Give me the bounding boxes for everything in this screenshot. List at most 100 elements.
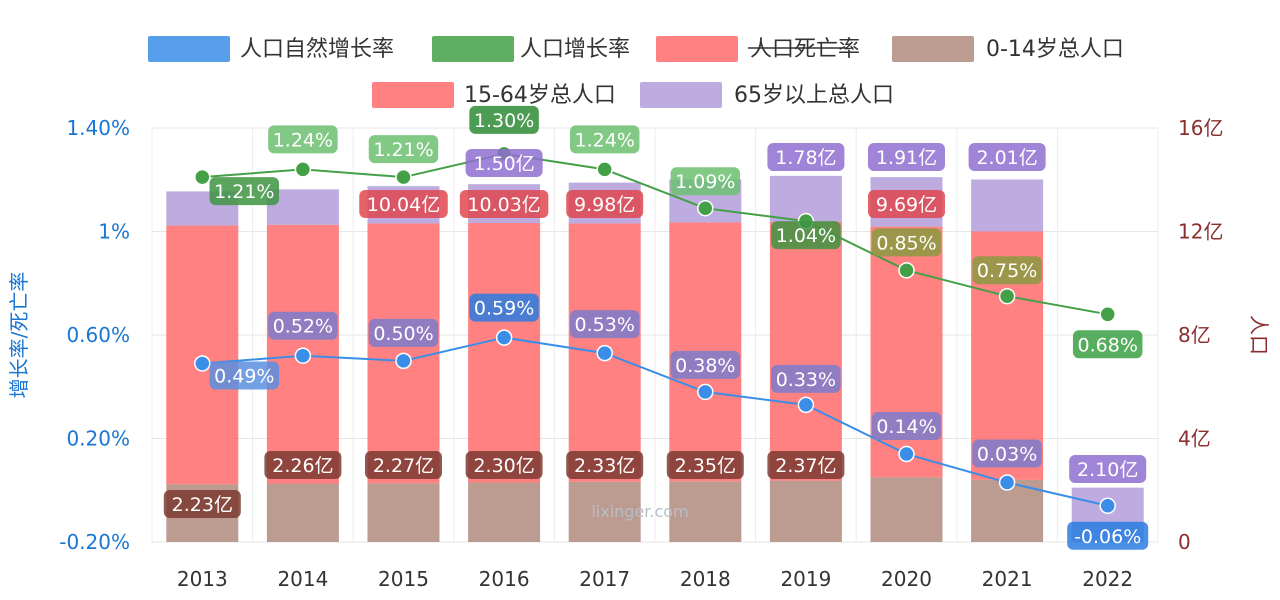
y-left-tick-label: -0.20% [59,530,130,554]
bar-data-label-box [566,451,644,479]
bar-data-label: 2.30亿 [473,455,534,477]
bar-data-label-box [465,451,543,479]
legend-label: 人口自然增长率 [240,37,394,62]
bar-segment [971,179,1044,232]
legend-swatch [656,36,738,62]
line-data-label: 0.33% [776,369,836,391]
series-point [697,383,714,401]
bar-data-label-box [968,143,1046,171]
series-point [1099,306,1116,323]
line-data-label-box [670,167,741,196]
y-right-axis-title: 人口 [1247,315,1271,355]
series-line [202,336,1108,507]
bar-data-label-box [359,190,448,218]
bar-segment [669,481,742,542]
line-data-label-box [871,228,942,257]
line-data-label-box [368,135,439,164]
legend-swatch [892,36,974,62]
y-right-tick-label: 0 [1178,530,1191,554]
line-data-label-box [569,310,640,339]
bar-data-label-box [1069,455,1147,483]
series-point [194,168,211,186]
line-data-label-box [569,125,640,154]
line-data-label: 1.24% [575,129,635,151]
bar-segment [266,483,339,542]
legend-label: 0-14岁总人口 [986,37,1124,62]
bar-segment [166,225,239,485]
line-data-label: 0.68% [1078,334,1138,356]
line-data-label-box [871,412,942,441]
line-data-label-box [1072,330,1143,359]
bar-data-label: 2.37亿 [775,455,836,477]
line-data-label-box [972,439,1042,468]
line-data-label: 0.38% [675,355,735,377]
bar-data-label-box [264,451,342,479]
series-point [596,344,613,362]
x-tick-label: 2021 [982,567,1033,591]
bar-segment [468,482,541,542]
line-data-label: 1.30% [474,110,534,132]
bar-data-label-box [868,190,945,218]
series-point [495,329,513,346]
series-point [596,161,613,178]
bar-data-label: 9.98亿 [574,194,635,216]
y-left-tick-label: 1.40% [66,116,130,140]
bar-data-label: 2.27亿 [373,455,434,477]
line-data-label: 1.09% [675,171,735,193]
bar-data-label: 10.03亿 [467,194,540,216]
series-point [797,396,815,414]
line-data-label-box [268,125,338,154]
y-right-tick-label: 12亿 [1178,220,1223,244]
legend-label: 65岁以上总人口 [734,83,894,108]
series-point [294,347,312,364]
legend[interactable]: 人口自然增长率 人口增长率 人口死亡率 0-14岁总人口 15-64岁总人口 65岁以上总… [148,36,1124,108]
axes: -0.20% 0.20% 0.60% 1% 1.40% 0 4亿 8亿 12亿 16亿 2013 20… [7,116,1271,591]
bar-data-label-box [459,190,549,218]
series-point [294,161,312,178]
legend-swatch [640,82,722,108]
bar-segment [367,483,440,542]
bar-data-label: 10.04亿 [367,194,440,216]
line-data-label-box [209,177,280,206]
line-data-label: 0.52% [273,316,333,338]
line-labels: 1.21% 1.24% 1.21% 1.30% 1.24% 1.09% 1.04% 0.85%… [209,105,1149,550]
bar-data-label-box [365,451,442,479]
bar-data-label-box [666,451,744,479]
line-data-label: 1.21% [373,139,433,161]
series-point [194,355,211,372]
y-left-tick-label: 1% [98,220,130,244]
bar-data-label: 1.91亿 [876,147,937,169]
x-tick-label: 2015 [378,567,429,591]
y-right-tick-label: 16亿 [1178,116,1223,140]
line-data-label-box [1067,521,1149,550]
legend-label: 15-64岁总人口 [464,83,616,108]
series-point [1099,497,1116,515]
line-data-label: 1.04% [776,225,836,247]
line-data-label-box [972,256,1042,285]
series-point [898,445,915,463]
lines [194,145,1116,515]
line-data-label-box [771,364,841,393]
watermark: lixinger.com [591,502,688,521]
legend-swatch [432,36,514,62]
line-data-label: 0.03% [977,443,1037,465]
legend-swatch [372,82,454,108]
series-point [998,287,1016,305]
bar-data-label: 1.50亿 [473,153,534,175]
series-line [202,152,1108,316]
bar-data-label: 2.26亿 [272,455,333,477]
line-data-label-box [368,318,439,347]
x-tick-label: 2022 [1082,567,1133,591]
bar-data-label-box [566,190,644,218]
line-data-label-box [268,311,338,340]
series-point [697,199,714,217]
bar-data-label: 2.35亿 [675,455,736,477]
line-data-label-box [469,105,539,134]
x-tick-label: 2019 [780,567,831,591]
bar-data-label: 2.23亿 [172,494,233,516]
bar-data-label-box [868,143,945,171]
bar-segment [870,477,943,542]
series-point [395,352,412,370]
legend-label: 人口增长率 [520,37,630,62]
